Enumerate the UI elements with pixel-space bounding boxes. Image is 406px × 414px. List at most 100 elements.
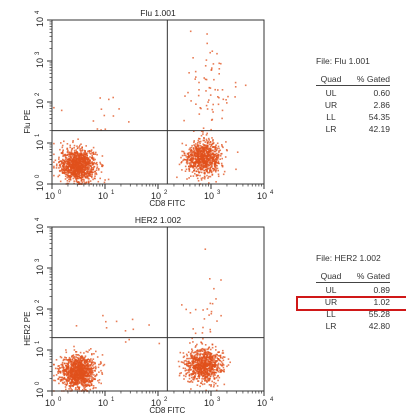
scatter-point xyxy=(198,375,200,378)
scatter-point xyxy=(204,353,207,356)
scatter-point xyxy=(208,367,211,370)
scatter-point xyxy=(64,160,66,163)
scatter-point xyxy=(196,159,198,161)
scatter-point xyxy=(70,149,73,151)
scatter-point xyxy=(71,358,74,361)
scatter-point xyxy=(103,363,106,366)
scatter-point xyxy=(197,362,200,364)
scatter-point xyxy=(193,165,195,167)
scatter-point xyxy=(197,153,199,156)
stats-file-label: File: Flu 1.001 xyxy=(316,56,370,66)
scatter-point xyxy=(216,353,218,356)
scatter-point xyxy=(189,147,191,149)
scatter-point xyxy=(190,150,193,152)
scatter-point xyxy=(194,373,197,376)
scatter-point xyxy=(183,154,186,157)
scatter-point xyxy=(196,143,199,146)
scatter-point xyxy=(78,368,81,371)
scatter-point xyxy=(67,370,70,373)
scatter-point xyxy=(63,167,66,170)
scatter-point xyxy=(70,374,72,377)
scatter-point xyxy=(210,353,213,355)
scatter-point xyxy=(65,388,67,391)
scatter-point xyxy=(62,366,64,368)
scatter-point xyxy=(79,361,82,364)
scatter-point xyxy=(60,370,62,373)
scatter-point xyxy=(206,146,208,149)
scatter-point xyxy=(71,155,73,157)
scatter-point xyxy=(210,310,213,313)
scatter-point xyxy=(69,158,71,160)
scatter-point xyxy=(65,374,68,377)
scatter-point xyxy=(78,152,81,155)
scatter-point xyxy=(75,180,78,183)
scatter-point xyxy=(77,138,79,140)
scatter-point xyxy=(72,163,74,165)
scatter-point xyxy=(203,160,205,163)
scatter-point xyxy=(107,178,110,181)
scatter-point xyxy=(62,163,65,166)
scatter-point xyxy=(200,368,202,370)
scatter-point xyxy=(76,151,78,154)
scatter-point xyxy=(198,81,200,84)
scatter-point xyxy=(91,371,93,374)
scatter-point xyxy=(189,357,191,360)
scatter-point xyxy=(212,385,215,388)
scatter-point xyxy=(208,137,210,140)
scatter-point xyxy=(210,354,212,356)
scatter-point xyxy=(218,150,220,152)
scatter-point xyxy=(75,153,77,155)
scatter-point xyxy=(202,159,205,161)
y-tick-label: 10 xyxy=(35,181,45,191)
scatter-point xyxy=(202,177,204,179)
x-tick-exponent: 4 xyxy=(270,397,274,403)
scatter-point xyxy=(189,342,191,344)
scatter-point xyxy=(69,386,72,388)
scatter-point xyxy=(200,171,203,174)
scatter-point xyxy=(219,354,222,357)
scatter-point xyxy=(96,166,99,168)
flow-plot-panel-her2: HER2 1.002 10 0 10 0 10 1 10 1 10 2 10 2 10 3 10 3 10 4 10 4… xyxy=(0,207,406,414)
scatter-point xyxy=(85,367,87,369)
scatter-point xyxy=(68,376,70,379)
scatter-point xyxy=(92,367,94,370)
scatter-point xyxy=(212,140,214,142)
scatter-point xyxy=(79,147,81,150)
scatter-point xyxy=(187,380,189,383)
header-quad: Quad xyxy=(316,271,346,283)
scatter-point xyxy=(180,156,182,159)
scatter-point xyxy=(214,150,216,153)
scatter-point xyxy=(196,369,198,371)
scatter-point xyxy=(204,147,206,149)
scatter-point xyxy=(72,368,75,370)
scatter-point xyxy=(102,314,104,317)
scatter-point xyxy=(87,180,90,183)
scatter-point xyxy=(83,169,86,171)
scatter-point xyxy=(193,141,195,144)
x-tick-label: 10 xyxy=(151,191,161,201)
scatter-point xyxy=(61,146,64,149)
scatter-point xyxy=(81,355,83,358)
scatter-point xyxy=(211,302,214,305)
scatter-point xyxy=(186,357,188,360)
scatter-point xyxy=(56,163,58,166)
scatter-point xyxy=(72,370,74,372)
scatter-point xyxy=(194,143,197,145)
scatter-point xyxy=(209,370,211,373)
scatter-point xyxy=(209,169,211,172)
x-tick-exponent: 3 xyxy=(217,190,221,196)
scatter-point xyxy=(97,169,100,171)
scatter-point xyxy=(90,383,93,386)
scatter-point xyxy=(77,362,80,365)
scatter-point xyxy=(205,78,208,81)
scatter-point xyxy=(66,154,69,156)
scatter-point xyxy=(79,155,81,157)
scatter-point xyxy=(86,378,88,380)
scatter-point xyxy=(96,153,98,156)
scatter-point xyxy=(217,370,220,373)
scatter-point xyxy=(64,157,67,159)
scatter-point xyxy=(71,171,74,173)
scatter-point xyxy=(185,156,188,158)
scatter-point xyxy=(86,156,88,159)
scatter-point xyxy=(90,362,93,364)
